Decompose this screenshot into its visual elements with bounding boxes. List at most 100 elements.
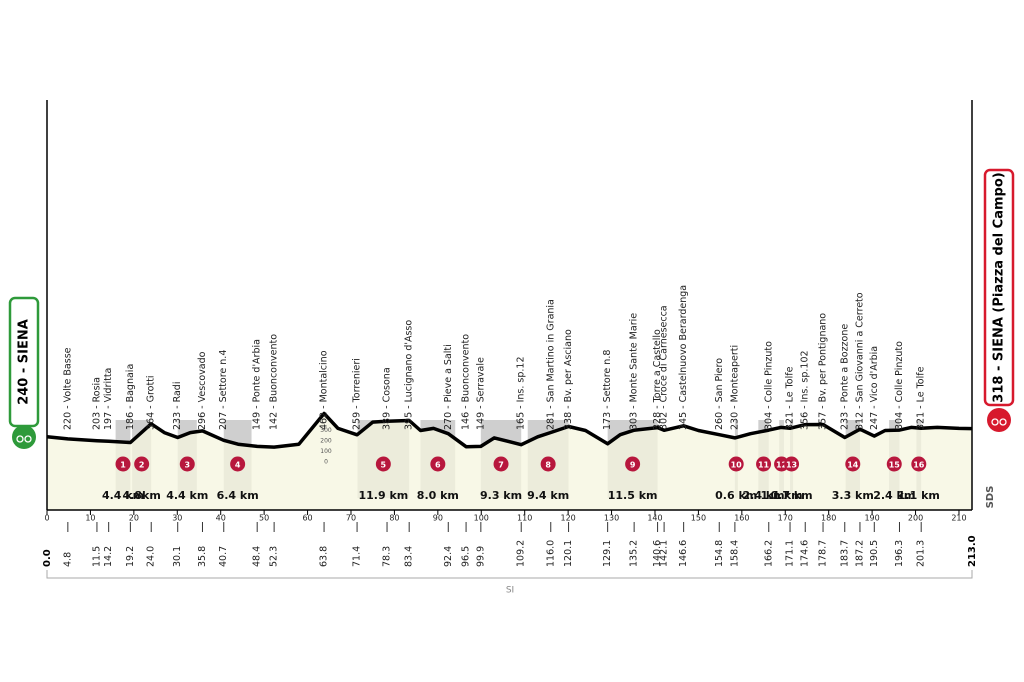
finish-icon-wheel [991,418,999,426]
sector-badge [179,456,195,472]
elevation-tick: 100 [320,448,332,455]
sector-number: 13 [786,461,797,470]
waypoint-label: 197 - Vidritta [103,368,114,430]
sector-length: 11.5 km [608,489,658,502]
waypoint-label: 233 - Ponte a Bozzone [839,324,850,430]
finish-icon [987,408,1011,432]
km-tick-label: 170 [778,514,793,523]
waypoint-label: 302 - Croce di Carnesecca [659,305,670,430]
waypoint-km: 19.2 [125,546,136,567]
waypoint-km: 35.8 [197,546,208,567]
sector-badge [886,456,902,472]
waypoint-label: 296 - Vescovado [197,351,208,430]
waypoint-label: 233 - Radi [172,382,183,430]
waypoint-label: 207 - Settore n.4 [218,350,229,430]
waypoint-km: 178.7 [818,540,829,567]
waypoint-km: 129.1 [602,540,613,567]
waypoint-label: 173 - Settore n.8 [602,350,613,430]
sector-badge [784,456,800,472]
sector-length: 3.3 km [832,489,874,502]
waypoint-label: 312 - San Giovanni a Cerreto [854,292,865,430]
waypoint-km: 190.5 [869,540,880,567]
sector-number: 1 [120,461,126,470]
end-km-label: 213.0 [967,535,978,567]
waypoint-km: 135.2 [629,540,640,567]
sector-length: 9.4 km [527,489,569,502]
waypoint-km: 40.7 [218,546,229,567]
waypoint-km: 78.3 [382,546,393,567]
start-icon [12,425,36,449]
waypoint-label: 186 - Bagnaia [125,364,136,430]
sector-length: 8.0 km [417,489,459,502]
km-tick-label: 80 [389,514,399,523]
waypoint-km: 154.8 [714,540,725,567]
waypoint-label: 142 - Buonconvento [269,334,280,430]
sector-badge [756,456,772,472]
waypoint-label: 203 - Rosia [91,377,102,430]
km-tick-label: 150 [691,514,706,523]
km-tick-label: 140 [647,514,662,523]
start-icon-wheel [24,435,32,443]
sector-number: 5 [381,461,387,470]
sector-length: 1.1 km [898,489,940,502]
waypoint-km: 109.2 [516,540,527,567]
waypoint-label: 303 - Monte Sante Marie [629,313,640,430]
sector-badge [728,456,744,472]
sector-badge [911,456,927,472]
elevation-tick: 300 [320,427,332,434]
waypoint-label: 230 - Monteaperti [729,345,740,430]
waypoint-km: 71.4 [352,546,363,567]
waypoint-label: 395 - Lucignano d'Asso [404,320,415,430]
km-tick-label: 90 [433,514,443,523]
sector-number: 12 [776,461,787,470]
sector-length: 2.4 km [743,489,785,502]
waypoint-km: 63.8 [319,546,330,567]
sector-length: 6.4 km [217,489,259,502]
end-km-label: 0.0 [42,549,53,567]
sector-length: 1.1 km [761,489,803,502]
waypoint-km: 52.3 [269,546,280,567]
sector-badge [845,456,861,472]
waypoint-label: 247 - Vico d'Arbia [869,346,880,430]
sector-length: 4.4 km [102,489,144,502]
waypoint-label: 270 - Pieve a Salti [443,344,454,430]
sector-number: 6 [435,461,441,470]
waypoint-km: 11.5 [91,546,102,567]
km-tick-label: 0 [44,514,49,523]
km-tick-label: 100 [474,514,489,523]
waypoint-label: 149 - Ponte d'Arbia [252,339,263,430]
finish-icon-wheel [999,418,1007,426]
waypoint-label: 304 - Colle Pinzuto [763,341,774,430]
km-tick-label: 200 [908,514,923,523]
waypoint-km: 30.1 [172,546,183,567]
waypoint-label: 149 - Serravale [475,357,486,430]
footer-bracket [46,570,973,579]
waypoint-km: 142.1 [659,540,670,567]
sector-length: 0.6 km [715,489,757,502]
km-tick-label: 180 [821,514,836,523]
finish-box [983,168,1015,407]
km-tick-label: 70 [346,514,356,523]
start-icon-wheel [16,435,24,443]
sector-number: 2 [139,461,145,470]
sector-number: 10 [731,461,743,470]
waypoint-km: 158.4 [729,540,740,567]
sector-number: 3 [184,461,190,470]
waypoint-label: 338 - Bv. per Asciano [563,329,574,430]
waypoint-km: 146.6 [678,540,689,567]
sector-badge [625,456,641,472]
km-tick-label: 130 [604,514,619,523]
waypoint-km: 201.3 [916,540,927,567]
waypoint-km: 96.5 [461,546,472,567]
km-tick-label: 210 [951,514,966,523]
km-tick-label: 50 [259,514,269,523]
sector-number: 11 [758,461,770,470]
waypoint-label: 321 - Le Tolfe [916,366,927,430]
waypoint-label: 356 - Ins. sp.102 [800,350,811,430]
km-tick-label: 110 [517,514,532,523]
sector-badge [493,456,509,472]
waypoint-label: 364 - Grotti [146,375,157,430]
sector-length: 4.4 km [166,489,208,502]
km-tick-label: 60 [302,514,312,523]
